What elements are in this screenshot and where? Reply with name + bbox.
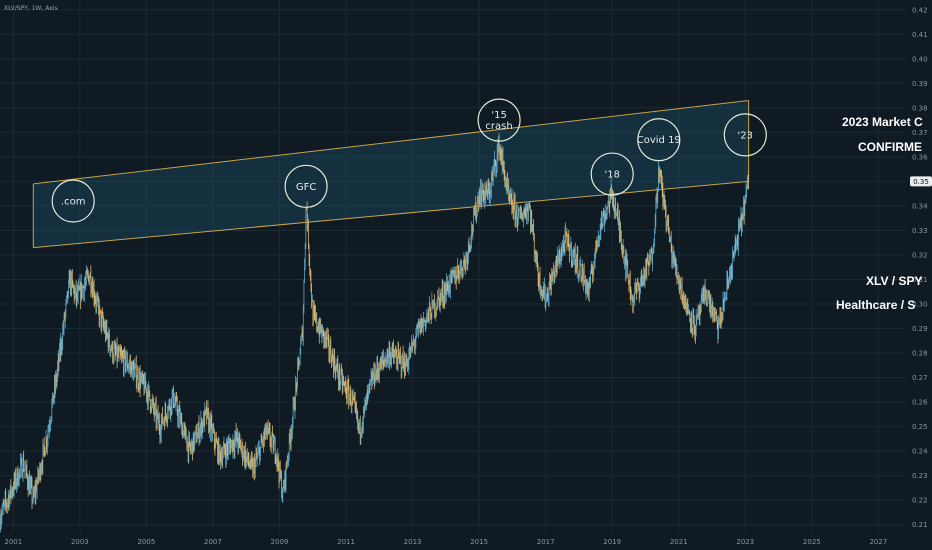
side-text: 2023 Market C CONFIRME XLV / SPY Healthc… — [836, 115, 923, 312]
x-tick-label: 2025 — [803, 538, 821, 546]
candles — [0, 133, 750, 533]
x-tick-label: 2005 — [137, 538, 155, 546]
annotation-label: '23 — [738, 130, 753, 141]
annotation-circle — [637, 118, 681, 162]
side-text-line4: Healthcare / S — [836, 298, 915, 312]
annotation-label: .com — [61, 197, 86, 208]
x-tick-label: 2021 — [670, 538, 688, 546]
y-tick-label: 0.39 — [912, 80, 928, 88]
y-tick-label: 0.37 — [912, 129, 928, 137]
y-tick-label: 0.40 — [912, 55, 928, 63]
y-tick-label: 0.22 — [912, 497, 928, 505]
channel — [32, 100, 750, 249]
y-tick-label: 0.42 — [912, 6, 928, 14]
annotation-label: '15 crash — [485, 110, 512, 132]
y-tick-label: 0.31 — [912, 276, 928, 284]
x-tick-label: 2009 — [271, 538, 289, 546]
annotation-circle — [477, 98, 521, 142]
x-tick-label: 2011 — [337, 538, 355, 546]
side-text-line1: 2023 Market C — [842, 115, 923, 129]
annotation-label: GFC — [296, 182, 317, 193]
y-tick-label: 0.36 — [912, 153, 928, 161]
y-tick-label: 0.30 — [912, 301, 928, 309]
x-tick-label: 2001 — [4, 538, 22, 546]
annotation-label: '18 — [604, 170, 619, 181]
symbol-label: XLV/SPY, 1W, Axis — [4, 5, 58, 12]
last-price-label: 0.35 — [913, 178, 929, 186]
side-text-line3: XLV / SPY — [866, 274, 922, 288]
y-tick-label: 0.21 — [912, 521, 928, 529]
x-tick-label: 2017 — [537, 538, 555, 546]
y-tick-label: 0.38 — [912, 104, 928, 112]
x-tick-label: 2003 — [71, 538, 89, 546]
y-tick-label: 0.26 — [912, 399, 928, 407]
grid — [0, 0, 905, 532]
annotation-circle — [723, 113, 767, 157]
x-tick-label: 2019 — [603, 538, 621, 546]
annotations: .com GFC '15 crash '18 Covid 19 '23 — [51, 98, 767, 223]
annotation-circle — [51, 179, 95, 223]
y-tick-label: 0.27 — [912, 374, 928, 382]
price-tag: 0.35 — [910, 176, 932, 187]
channel-fill — [33, 100, 749, 248]
annotation-label: Covid 19 — [637, 135, 681, 146]
y-tick-label: 0.33 — [912, 227, 928, 235]
price-tag-box — [910, 176, 932, 187]
y-tick-label: 0.34 — [912, 202, 928, 210]
y-tick-label: 0.41 — [912, 31, 928, 39]
x-tick-label: 2015 — [470, 538, 488, 546]
x-tick-label: 2013 — [404, 538, 422, 546]
x-axis[interactable]: 2001 2003 2005 2007 2009 2011 2013 2015 2017 2019… — [4, 538, 887, 546]
x-tick-label: 2007 — [204, 538, 222, 546]
y-tick-label: 0.28 — [912, 350, 928, 358]
channel-lower-line — [33, 180, 749, 249]
side-text-line2: CONFIRME — [858, 140, 922, 154]
y-axis[interactable]: 0.21 0.22 0.23 0.24 0.25 0.26 0.27 0.28 0.29 0.30… — [912, 6, 928, 529]
channel-upper-line — [33, 100, 749, 185]
y-tick-label: 0.29 — [912, 325, 928, 333]
y-tick-label: 0.32 — [912, 251, 928, 259]
annotation-circle — [590, 152, 634, 196]
y-tick-label: 0.23 — [912, 472, 928, 480]
x-tick-label: 2023 — [736, 538, 754, 546]
x-tick-label: 2027 — [869, 538, 887, 546]
annotation-circle — [284, 164, 328, 208]
y-tick-label: 0.25 — [912, 423, 928, 431]
y-tick-label: 0.24 — [912, 448, 928, 456]
